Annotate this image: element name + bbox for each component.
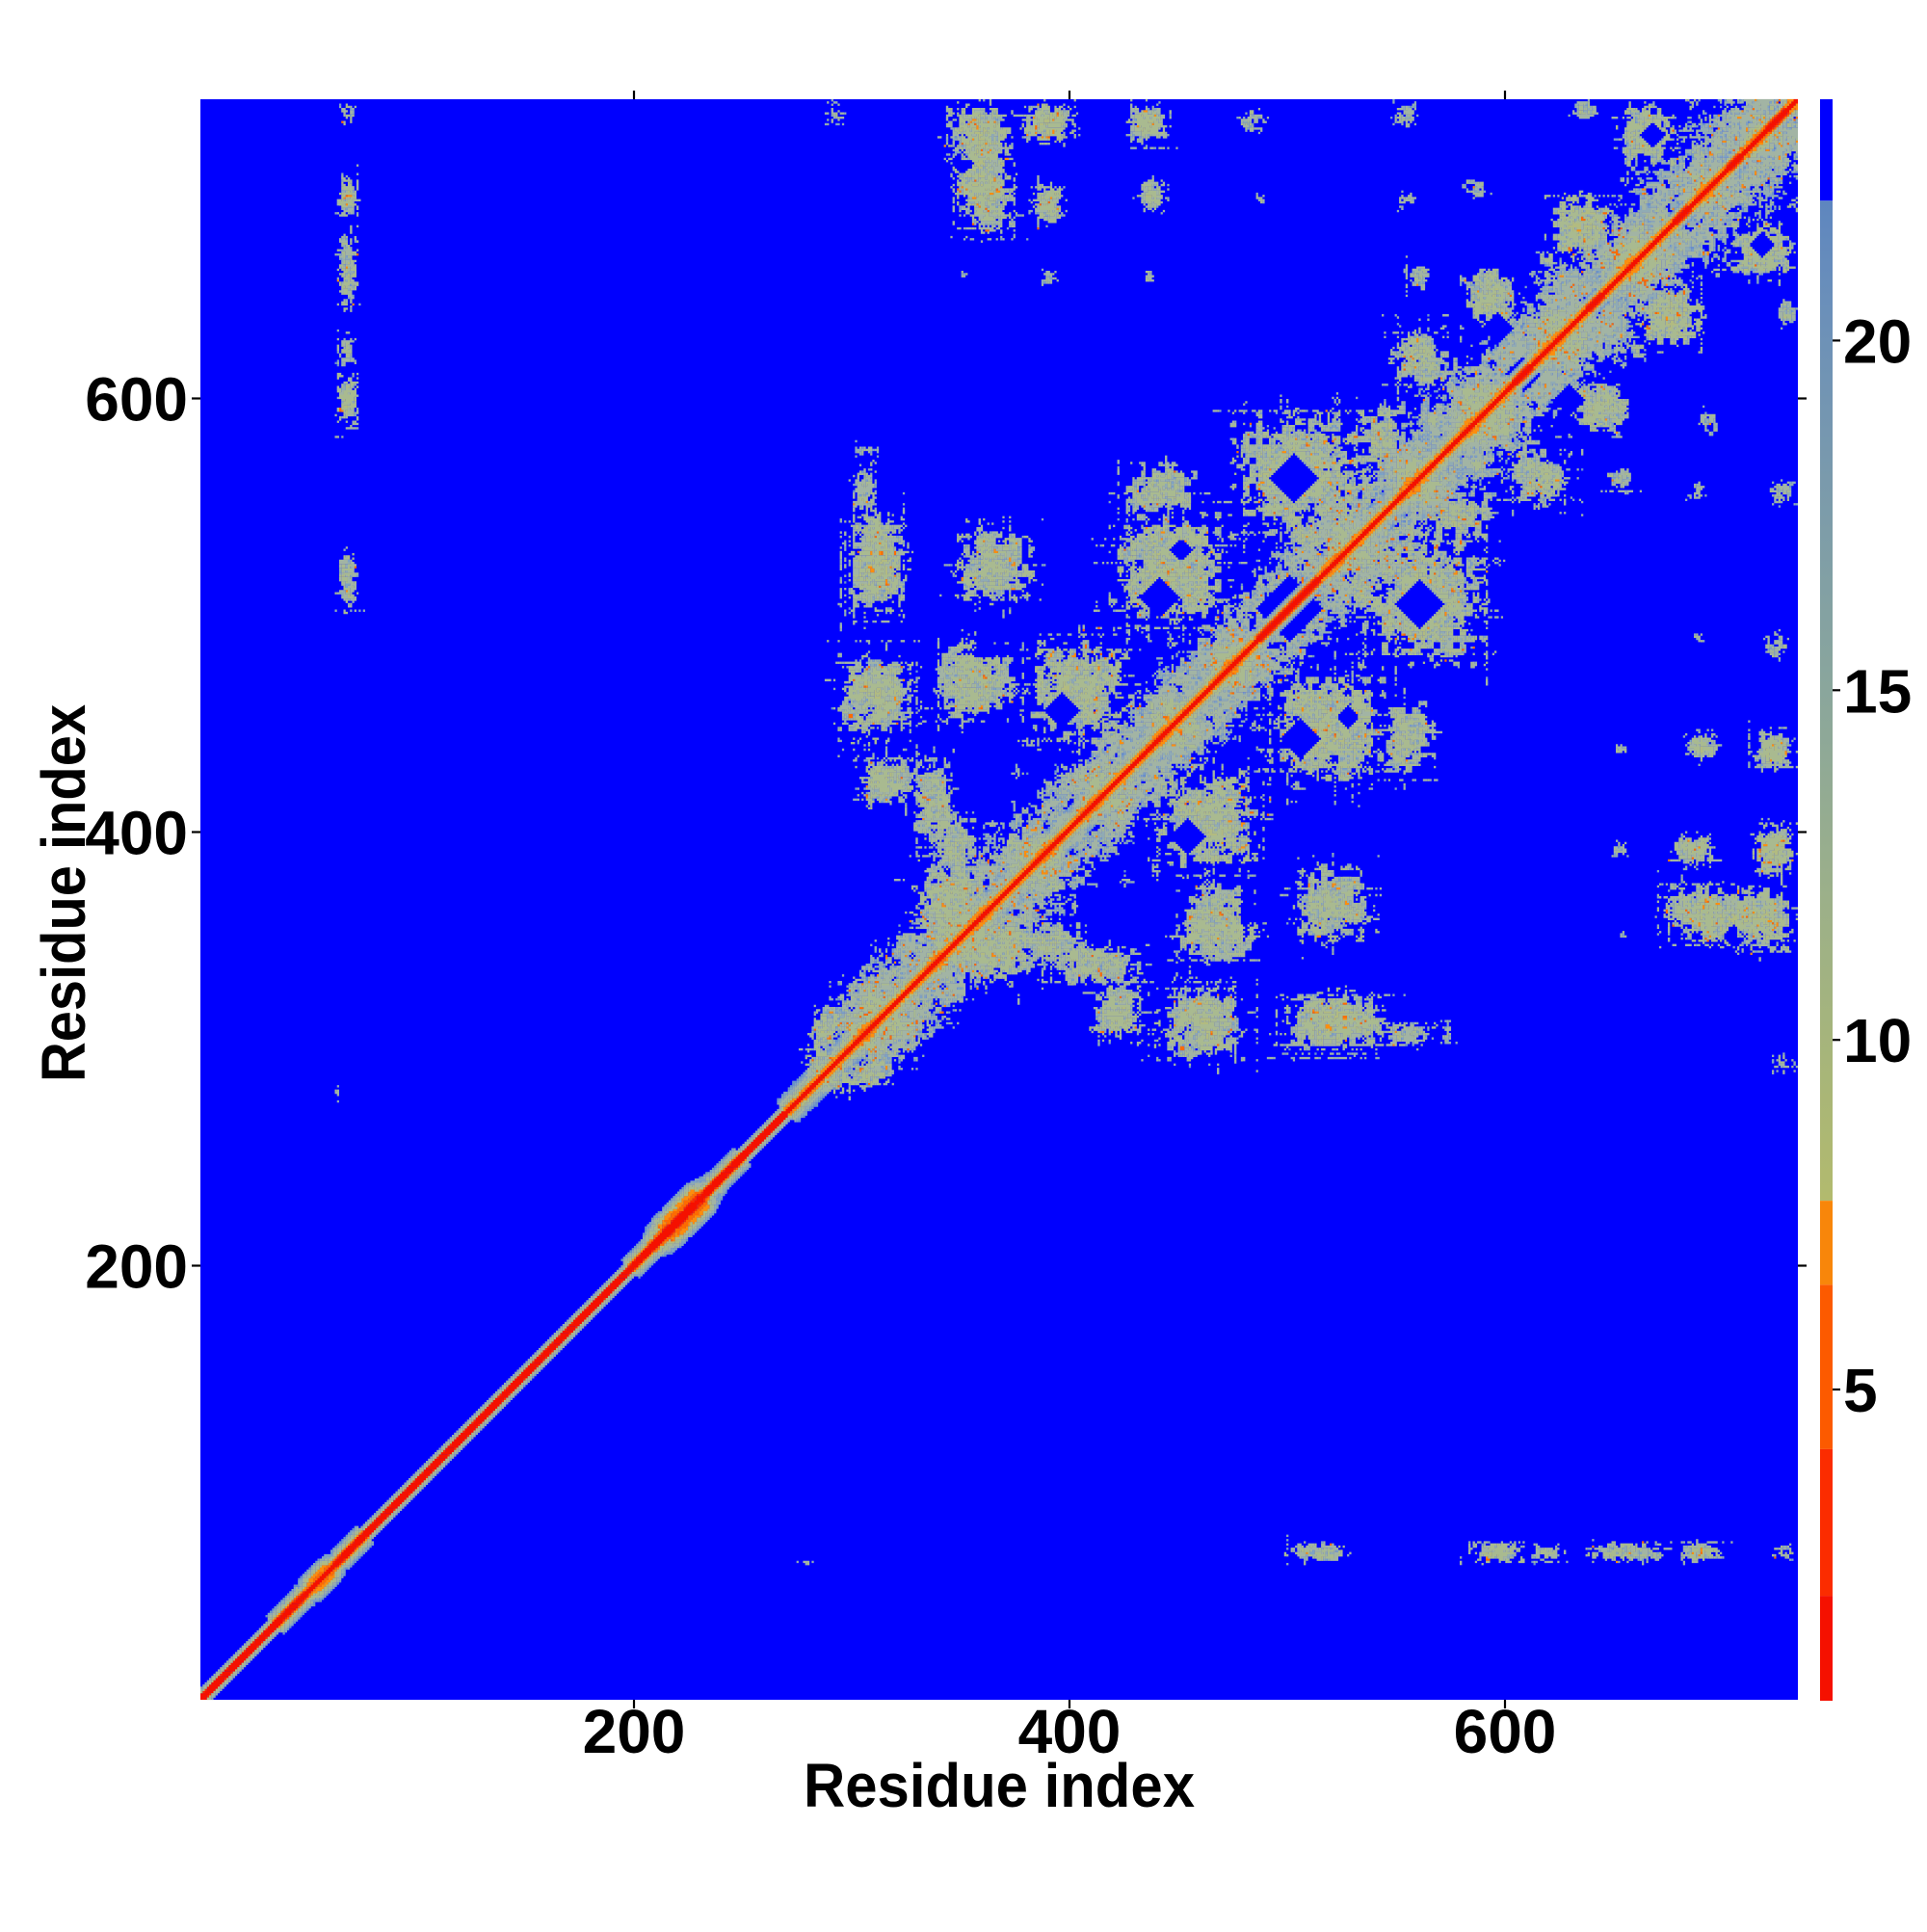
svg-text:400: 400 <box>85 799 188 868</box>
svg-text:400: 400 <box>1018 1697 1122 1766</box>
svg-text:200: 200 <box>85 1232 188 1302</box>
svg-text:Residue index: Residue index <box>804 1751 1195 1820</box>
svg-text:Residue index: Residue index <box>29 704 98 1082</box>
svg-text:5: 5 <box>1843 1356 1878 1425</box>
svg-text:600: 600 <box>85 365 188 435</box>
svg-text:20: 20 <box>1843 306 1912 376</box>
svg-text:10: 10 <box>1843 1006 1912 1075</box>
svg-text:15: 15 <box>1843 656 1912 726</box>
svg-text:600: 600 <box>1454 1697 1557 1766</box>
svg-text:200: 200 <box>583 1697 686 1766</box>
